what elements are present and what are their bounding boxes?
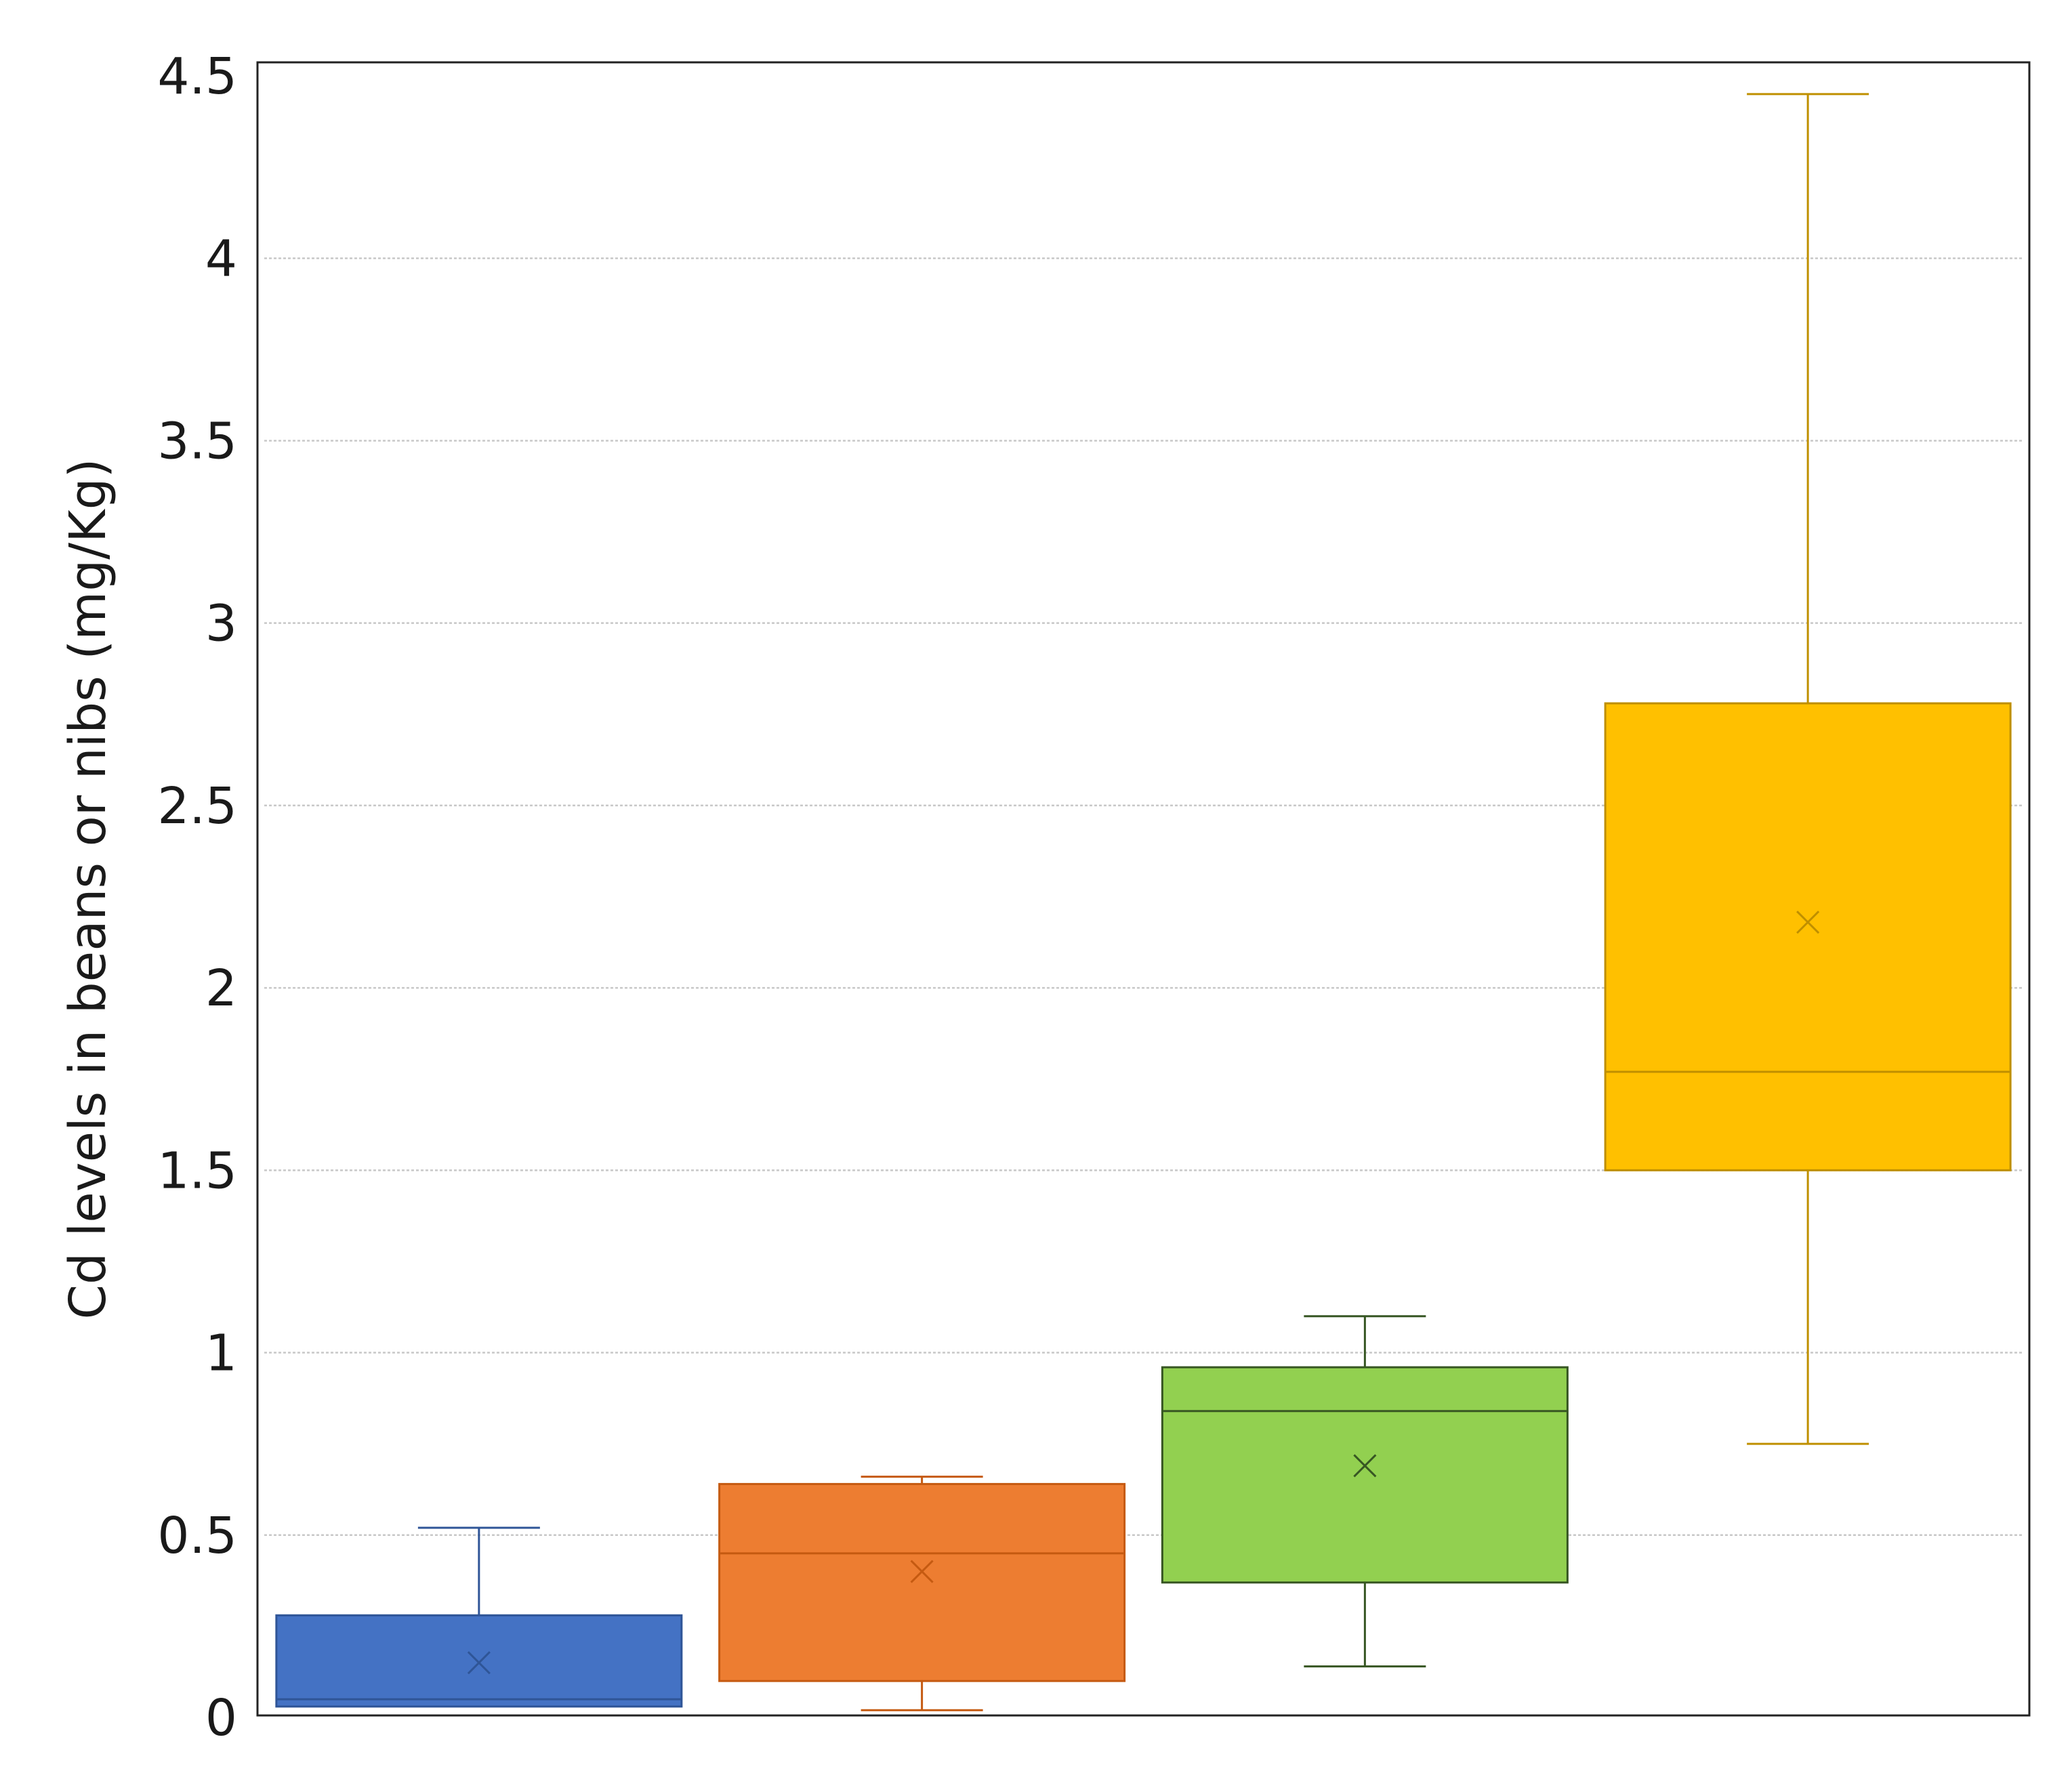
y-tick-label-0: 0 — [205, 1689, 237, 1747]
y-tick-label-5: 2.5 — [157, 777, 237, 835]
y-tick-label-8: 4 — [205, 230, 237, 288]
y-tick-label-1: 0.5 — [157, 1507, 237, 1565]
y-axis-title: Cd levels in beans or nibs (mg/Kg) — [59, 459, 117, 1320]
box-1-mean-stroke-b — [467, 1651, 491, 1675]
box-1 — [275, 1526, 683, 1708]
y-tick-label-4: 2 — [205, 959, 237, 1018]
box-3-iqr — [1161, 1366, 1569, 1584]
box-2-mean-stroke-b — [910, 1560, 934, 1583]
gridlines — [264, 257, 2023, 1537]
box-4 — [1604, 93, 2012, 1445]
box-4-mean-stroke-b — [1796, 911, 1820, 934]
box-1-mean-marker — [467, 1651, 491, 1675]
boxes — [275, 93, 2012, 1711]
box-2 — [718, 1476, 1126, 1711]
box-2-mean-marker — [910, 1560, 934, 1583]
y-tick-label-9: 4.5 — [157, 47, 237, 106]
box-3-mean-stroke-b — [1353, 1454, 1377, 1478]
y-tick-label-2: 1 — [205, 1325, 237, 1383]
box-4-mean-marker — [1796, 911, 1820, 934]
y-tick-label-3: 1.5 — [157, 1142, 237, 1200]
box-3 — [1161, 1315, 1569, 1668]
y-tick-label-7: 3.5 — [157, 412, 237, 470]
y-axis-ticks: 0 0.5 1 1.5 2 2.5 3 3.5 4 4.5 — [157, 47, 237, 1747]
box-1-iqr — [275, 1614, 683, 1708]
plot-area-frame — [256, 61, 2031, 1717]
box-4-iqr — [1604, 702, 2012, 1171]
box-3-mean-marker — [1353, 1454, 1377, 1478]
box-2-iqr — [718, 1482, 1126, 1682]
y-tick-label-6: 3 — [205, 595, 237, 653]
